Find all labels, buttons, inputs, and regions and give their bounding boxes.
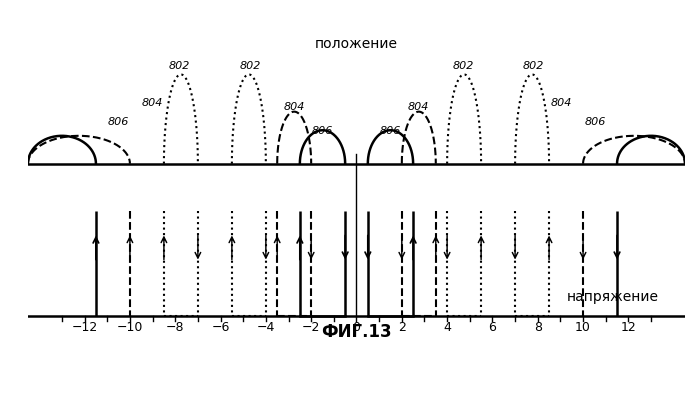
Text: 806: 806 (584, 116, 606, 126)
Text: ФИГ.13: ФИГ.13 (321, 323, 392, 341)
Text: 802: 802 (452, 61, 474, 71)
Text: 804: 804 (550, 98, 572, 108)
Text: 802: 802 (523, 61, 544, 71)
Text: 802: 802 (169, 61, 190, 71)
Text: положение: положение (315, 38, 398, 52)
Text: 806: 806 (380, 126, 401, 136)
Text: 804: 804 (141, 98, 163, 108)
Text: 804: 804 (408, 102, 429, 112)
Text: 806: 806 (107, 116, 129, 126)
Text: 806: 806 (312, 126, 333, 136)
Text: 804: 804 (284, 102, 305, 112)
Text: 802: 802 (239, 61, 261, 71)
Text: напряжение: напряжение (567, 290, 658, 304)
